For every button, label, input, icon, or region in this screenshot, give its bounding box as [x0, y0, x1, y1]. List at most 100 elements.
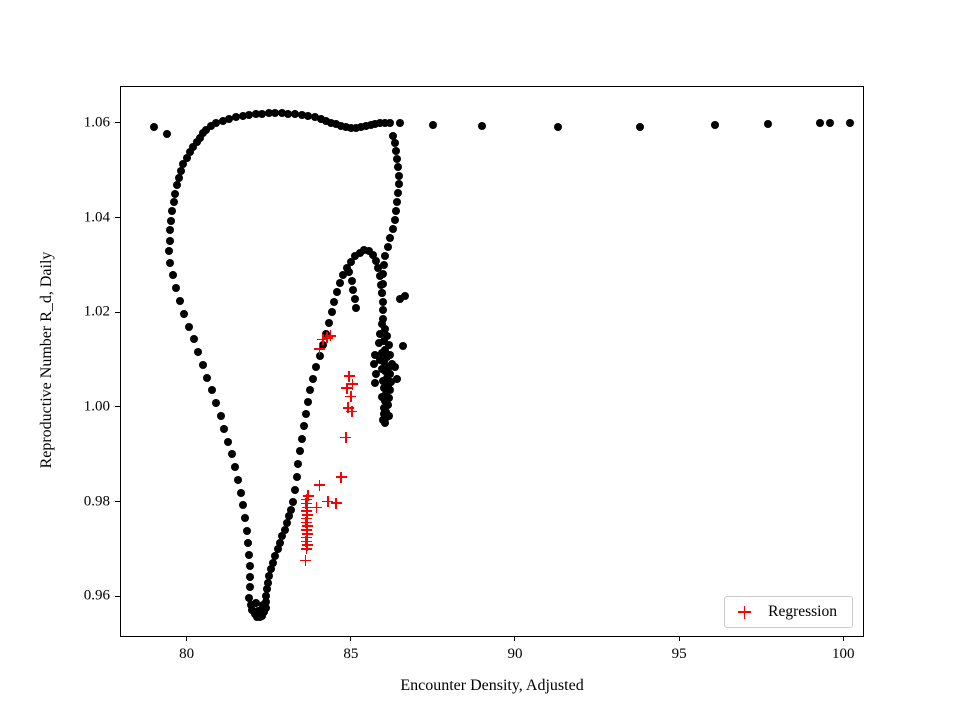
point-observations	[189, 335, 198, 344]
point-observations	[245, 562, 254, 570]
y-tick-mark	[115, 501, 120, 503]
point-observations	[231, 113, 240, 122]
point-observations	[360, 246, 369, 255]
point-observations	[384, 394, 393, 403]
point-observations	[273, 545, 282, 554]
point-observations	[333, 287, 341, 296]
point-regression	[314, 343, 326, 355]
point-observations	[239, 501, 248, 510]
point-regression	[347, 378, 358, 390]
point-observations	[255, 613, 264, 622]
point-observations	[176, 296, 185, 305]
point-observations	[280, 525, 289, 534]
point-observations	[381, 346, 390, 355]
x-tick-mark	[514, 636, 516, 641]
point-observations	[386, 369, 395, 378]
point-observations	[179, 160, 188, 169]
y-tick-label: 1.00	[83, 398, 110, 415]
point-observations	[315, 351, 324, 360]
point-observations	[245, 594, 253, 603]
point-observations	[379, 358, 388, 366]
point-observations	[271, 109, 280, 117]
point-observations	[318, 340, 327, 349]
point-observations	[166, 226, 175, 235]
point-observations	[379, 270, 388, 279]
point-observations	[381, 419, 390, 427]
point-observations	[378, 348, 386, 357]
x-tick-label: 80	[179, 646, 195, 662]
point-observations	[238, 111, 247, 120]
x-tick-label: 95	[671, 646, 687, 662]
point-observations	[199, 129, 208, 138]
point-regression	[342, 402, 354, 414]
x-tick-mark	[350, 636, 352, 641]
point-observations	[372, 369, 381, 378]
point-observations	[399, 342, 408, 351]
point-observations	[251, 110, 260, 118]
point-observations	[337, 122, 345, 131]
point-observations	[379, 336, 388, 345]
point-observations	[381, 397, 390, 406]
point-observations	[401, 292, 410, 301]
point-observations	[379, 376, 387, 385]
point-observations	[380, 410, 389, 418]
point-observations	[394, 163, 403, 171]
point-observations	[381, 251, 390, 260]
point-observations	[288, 497, 297, 506]
x-tick-mark	[842, 636, 844, 641]
point-observations	[553, 123, 562, 132]
point-observations	[396, 119, 405, 128]
point-regression	[301, 532, 313, 544]
point-regression	[335, 471, 347, 483]
point-regression	[325, 330, 336, 342]
point-observations	[382, 413, 390, 422]
point-observations	[264, 109, 273, 117]
point-observations	[322, 116, 331, 125]
point-observations	[381, 367, 390, 376]
point-observations	[376, 119, 385, 128]
point-observations	[345, 268, 354, 277]
point-regression	[301, 520, 313, 532]
point-regression	[322, 496, 334, 508]
point-observations	[383, 242, 392, 251]
point-observations	[168, 207, 177, 215]
point-observations	[244, 538, 253, 547]
point-observations	[351, 252, 360, 261]
point-observations	[396, 295, 405, 303]
y-tick-label: 1.02	[83, 303, 110, 320]
point-observations	[392, 146, 401, 155]
point-observations	[192, 138, 201, 147]
point-observations	[297, 110, 306, 119]
point-observations	[352, 304, 361, 312]
point-observations	[381, 119, 390, 127]
point-observations	[185, 322, 193, 331]
point-regression	[301, 543, 312, 555]
point-observations	[327, 118, 336, 127]
point-observations	[339, 270, 348, 279]
point-observations	[381, 414, 390, 423]
point-observations	[361, 122, 370, 131]
point-observations	[236, 488, 245, 497]
point-regression	[301, 501, 313, 513]
point-observations	[378, 365, 386, 374]
point-observations	[176, 166, 185, 175]
point-observations	[386, 350, 395, 359]
point-observations	[393, 197, 402, 206]
point-observations	[388, 224, 397, 233]
point-observations	[271, 552, 280, 560]
y-tick-mark	[115, 311, 120, 313]
point-regression	[301, 505, 312, 517]
point-observations	[246, 600, 255, 609]
point-observations	[269, 558, 277, 567]
point-observations	[169, 198, 178, 206]
point-observations	[386, 118, 395, 127]
point-observations	[290, 485, 299, 494]
point-observations	[167, 216, 176, 225]
point-observations	[384, 341, 393, 350]
y-tick-label: 0.98	[83, 493, 110, 510]
point-observations	[378, 392, 386, 401]
point-observations	[284, 512, 293, 521]
point-observations	[264, 578, 273, 587]
point-observations	[174, 173, 183, 182]
